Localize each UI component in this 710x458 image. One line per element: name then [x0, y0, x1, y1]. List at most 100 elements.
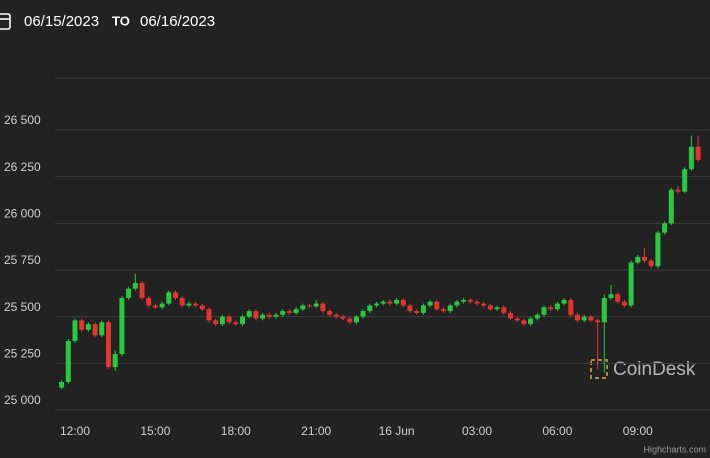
- candle-body: [374, 303, 379, 306]
- candle-body: [454, 301, 460, 306]
- credits: Highcharts.com: [643, 444, 706, 454]
- candle-body: [99, 322, 105, 336]
- x-tick-label: 09:00: [623, 424, 653, 438]
- candle-body: [461, 299, 467, 302]
- candle-body: [688, 146, 694, 170]
- x-tick-label: 12:00: [60, 424, 90, 438]
- candle-body: [320, 303, 326, 312]
- candle-body: [152, 305, 158, 308]
- candle-body: [521, 320, 527, 325]
- candle-body: [139, 283, 145, 298]
- candle-body: [106, 322, 111, 368]
- candle-body: [642, 256, 647, 261]
- candle-body: [199, 305, 205, 310]
- candle-body: [186, 303, 192, 306]
- y-tick-label: 26 250: [4, 160, 41, 174]
- candle-body: [682, 169, 688, 192]
- candle-body: [427, 301, 433, 306]
- candle-body: [280, 311, 286, 315]
- candle-body: [206, 309, 212, 321]
- candle-body: [340, 316, 346, 319]
- candle-body: [581, 316, 587, 321]
- candle-body: [554, 303, 560, 310]
- candle-body: [635, 256, 641, 263]
- candle-body: [367, 305, 373, 312]
- candle-body: [621, 301, 627, 306]
- watermark-text: CoinDesk: [613, 359, 696, 380]
- candle-body: [380, 301, 386, 304]
- candle-body: [575, 314, 580, 321]
- candle-body: [193, 303, 199, 306]
- candle-body: [655, 232, 661, 267]
- candle-body: [159, 303, 165, 308]
- candle-body: [481, 303, 487, 306]
- candle-body: [394, 299, 400, 304]
- y-tick-label: 25 250: [4, 347, 41, 361]
- candle-body: [561, 299, 567, 304]
- candle-body: [92, 324, 98, 336]
- candle-body: [85, 324, 91, 330]
- candle-body: [240, 316, 245, 325]
- calendar-icon[interactable]: [0, 13, 11, 30]
- candle-body: [508, 312, 513, 319]
- candle-body: [166, 292, 172, 304]
- candle-body: [541, 307, 547, 315]
- candle-body: [112, 353, 118, 368]
- candle-body: [253, 311, 259, 319]
- candle-body: [333, 314, 339, 317]
- candle-body: [568, 299, 574, 315]
- candle-body: [293, 309, 299, 313]
- candle-body: [400, 299, 406, 306]
- candle-body: [213, 320, 219, 325]
- candle-body: [668, 189, 674, 224]
- y-tick-label: 25 750: [4, 253, 41, 267]
- candle-body: [387, 301, 393, 304]
- x-tick-label: 16 Jun: [379, 424, 415, 438]
- candle-body: [467, 299, 473, 302]
- candle-body: [233, 322, 239, 325]
- candle-body: [72, 320, 78, 341]
- y-tick-label: 25 000: [4, 393, 41, 407]
- candle-body: [648, 260, 654, 267]
- date-to[interactable]: 06/16/2023: [140, 13, 215, 30]
- candle-body: [414, 311, 420, 313]
- candle-body: [219, 316, 225, 325]
- x-tick-label: 06:00: [542, 424, 572, 438]
- y-tick-label: 25 500: [4, 300, 41, 314]
- candle-body: [662, 223, 668, 233]
- candle-body: [615, 294, 621, 302]
- candle-body: [494, 307, 500, 310]
- x-tick-label: 15:00: [140, 424, 170, 438]
- candle-body: [628, 262, 634, 306]
- candle-body: [126, 288, 132, 298]
- candle-body: [273, 314, 279, 317]
- candle-body: [407, 305, 413, 312]
- candle-body: [266, 314, 272, 317]
- watermark: [590, 359, 608, 379]
- candle-body: [434, 301, 440, 310]
- x-tick-label: 18:00: [221, 424, 251, 438]
- candle-body: [441, 309, 446, 312]
- candle-body: [501, 307, 507, 313]
- candle-body: [286, 311, 292, 313]
- candle-body: [179, 297, 185, 306]
- candle-body: [595, 320, 601, 323]
- candle-body: [601, 297, 607, 323]
- date-from[interactable]: 06/15/2023: [24, 13, 99, 30]
- candle-body: [474, 301, 480, 304]
- candle-body: [534, 314, 540, 319]
- candle-body: [588, 316, 594, 321]
- candle-body: [548, 307, 554, 310]
- candle-body: [132, 283, 138, 289]
- candle-body: [146, 297, 152, 306]
- candle-body: [246, 311, 252, 317]
- candle-body: [695, 146, 701, 160]
- x-tick-label: 21:00: [301, 424, 331, 438]
- candle-body: [59, 381, 65, 388]
- candle-body: [307, 305, 312, 307]
- to-label: TO: [112, 13, 130, 28]
- candle-body: [313, 303, 319, 307]
- candle-body: [347, 318, 353, 323]
- candle-body: [79, 320, 85, 330]
